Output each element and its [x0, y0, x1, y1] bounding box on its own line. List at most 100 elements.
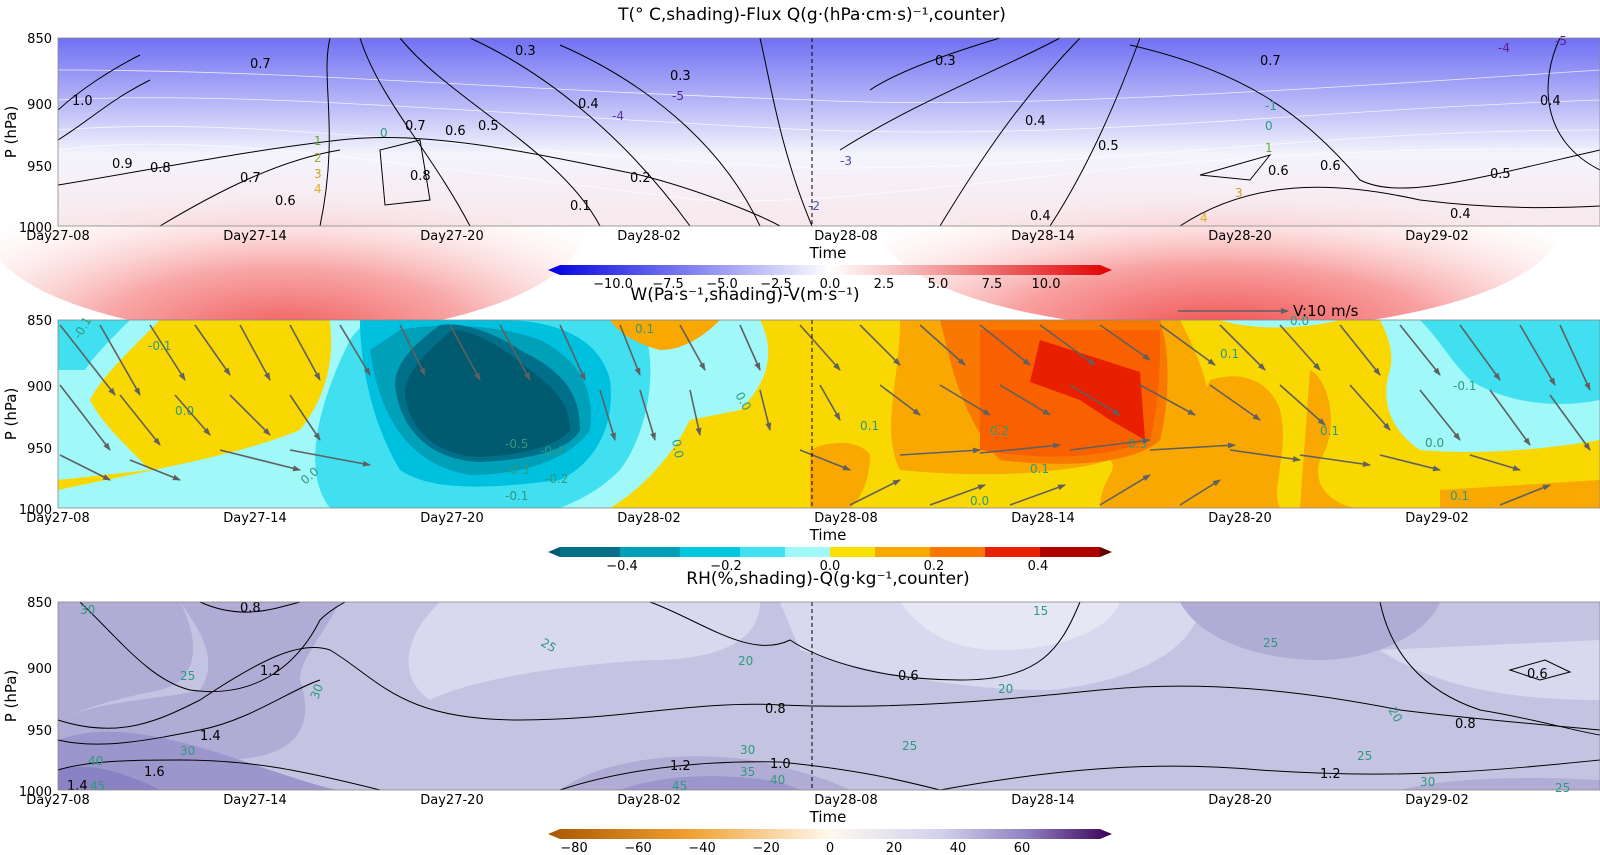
- rh-region: [1380, 640, 1600, 700]
- cb-tick: 20: [886, 841, 903, 855]
- rh-region: [58, 602, 194, 720]
- wind-vector: [149, 324, 186, 381]
- cb-tick: 7.5: [982, 277, 1003, 292]
- ytick-950: 950: [27, 160, 52, 175]
- w-label: 0.1: [1450, 489, 1469, 503]
- w-label: -0.4: [540, 444, 563, 458]
- wind-vector: [1279, 324, 1321, 371]
- temperature-label: 2: [314, 151, 322, 165]
- wind-vector: [979, 442, 1061, 454]
- wind-vector: [1219, 324, 1266, 371]
- panel2-xlabel: Time: [809, 526, 847, 544]
- flux-label: 0.4: [1450, 207, 1471, 222]
- rh-region: [408, 602, 760, 700]
- temperature-label: 0: [1265, 119, 1273, 133]
- wind-vector: [679, 324, 706, 371]
- flux-label: 0.7: [1260, 54, 1281, 69]
- wind-vector: [1339, 324, 1381, 376]
- panel1-plot: 0.7 0.3 1.0 0.9 0.8 0.7 0.6 0.7 0.8 0.6 …: [0, 34, 1600, 336]
- panel2-plot: -0.1 -0.1 0.0 0.0 -0.5 -0.4 -0.3 -0.2 -0…: [57, 314, 1600, 509]
- flux-contour-labels: 0.7 0.3 1.0 0.9 0.8 0.7 0.6 0.7 0.8 0.6 …: [72, 44, 1561, 224]
- rh-label: 20: [738, 654, 753, 668]
- q-label: 1.6: [144, 765, 165, 780]
- temperature-label: 4: [314, 182, 322, 196]
- wind-vector: [599, 389, 616, 441]
- ytick-900: 900: [27, 380, 52, 395]
- wind-vector: [289, 449, 371, 467]
- w-label: -0.3: [506, 463, 529, 477]
- w-label: 0.1: [1320, 424, 1339, 438]
- wind-vector: [999, 384, 1051, 416]
- rh-region: [560, 756, 850, 790]
- ytick-950: 950: [27, 724, 52, 739]
- xtick: Day28-08: [814, 511, 877, 526]
- wind-vector: [1399, 324, 1441, 376]
- wind-vector: [919, 324, 966, 366]
- panel2-xaxis: Day27-08 Day27-14 Day27-20 Day28-02 Day2…: [26, 511, 1468, 526]
- flux-label: 0.3: [935, 54, 956, 69]
- wind-vector: [1149, 442, 1236, 451]
- rh-region: [620, 776, 800, 790]
- rh-label: 30: [740, 743, 755, 757]
- flux-contours: [57, 37, 1600, 227]
- w-label: 0.1: [1030, 462, 1049, 476]
- cb-tick: −20: [752, 841, 779, 855]
- cb-tick: 2.5: [874, 277, 895, 292]
- temperature-label: -5: [672, 89, 684, 103]
- q-label: 1.4: [200, 729, 221, 744]
- w-label: 0.0: [1425, 436, 1444, 450]
- flux-label: 0.4: [1025, 114, 1046, 129]
- wind-vector: [1099, 324, 1151, 361]
- cb-tick: −80: [560, 841, 587, 855]
- wind-vector: [1009, 484, 1066, 506]
- panel-vertical-velocity: W(Pa·s⁻¹,shading)-V(m·s⁻¹) V:10 m/s: [2, 285, 1600, 574]
- rh-label: 25: [902, 739, 917, 753]
- ytick-900: 900: [27, 662, 52, 677]
- wind-vector: [239, 324, 271, 381]
- w-label: 0.0: [175, 404, 194, 418]
- rh-label: 45: [90, 779, 105, 793]
- rh-label: 25: [1263, 636, 1278, 650]
- wind-vector: [129, 459, 181, 481]
- cb-tick: −2.5: [760, 277, 792, 292]
- temperature-label: -5: [1555, 34, 1567, 48]
- q-contours: [57, 601, 1600, 791]
- wind-vector: [1039, 324, 1096, 366]
- temperature-label: 1: [1265, 141, 1273, 155]
- xtick: Day27-14: [223, 229, 286, 244]
- rh-region: [58, 731, 340, 790]
- w-label: 0.3: [1128, 437, 1147, 451]
- colorbar-temperature: [548, 265, 1112, 275]
- xtick: Day28-20: [1208, 229, 1271, 244]
- panel-temperature: T(° C,shading)-Flux Q(g·(hPa·cm·s)⁻¹,cou…: [0, 5, 1600, 336]
- panel3-title: RH(%,shading)-Q(g·kg⁻¹,counter): [686, 569, 969, 589]
- cb-tick: 0.2: [924, 559, 945, 574]
- xtick: Day28-02: [617, 229, 680, 244]
- rh-region: [58, 766, 160, 790]
- xtick: Day27-08: [26, 793, 89, 808]
- panel-relative-humidity: RH(%,shading)-Q(g·kg⁻¹,counter): [2, 569, 1600, 855]
- xtick: Day28-14: [1011, 229, 1074, 244]
- cb-tick: 0.0: [820, 277, 841, 292]
- wind-vector: [399, 324, 426, 376]
- flux-label: 0.5: [1490, 167, 1511, 182]
- wind-vector: [1349, 384, 1391, 431]
- ytick-1000: 1000: [19, 785, 52, 800]
- colorbar-w-segment: [740, 547, 785, 557]
- temperature-isolines: [57, 69, 1600, 202]
- wind-vector: [499, 324, 531, 381]
- flux-label: 0.8: [410, 169, 431, 184]
- q-label: 0.6: [898, 669, 919, 684]
- flux-label: 0.6: [1320, 159, 1341, 174]
- cb-tick: −10.0: [593, 277, 633, 292]
- wind-vector: [929, 484, 986, 506]
- panel1-colorbar: −10.0 −7.5 −5.0 −2.5 0.0 2.5 5.0 7.5 10.…: [548, 265, 1112, 292]
- xtick: Day27-20: [420, 229, 483, 244]
- xtick: Day27-08: [26, 229, 89, 244]
- w-label: -0.2: [545, 472, 568, 486]
- w-label: -0.1: [505, 489, 528, 503]
- w-region: [1189, 376, 1283, 508]
- w-label: 0.1: [1220, 347, 1239, 361]
- panel3-colorbar: −80 −60 −40 −20 0 20 40 60: [548, 829, 1112, 855]
- wind-vector: [619, 324, 641, 376]
